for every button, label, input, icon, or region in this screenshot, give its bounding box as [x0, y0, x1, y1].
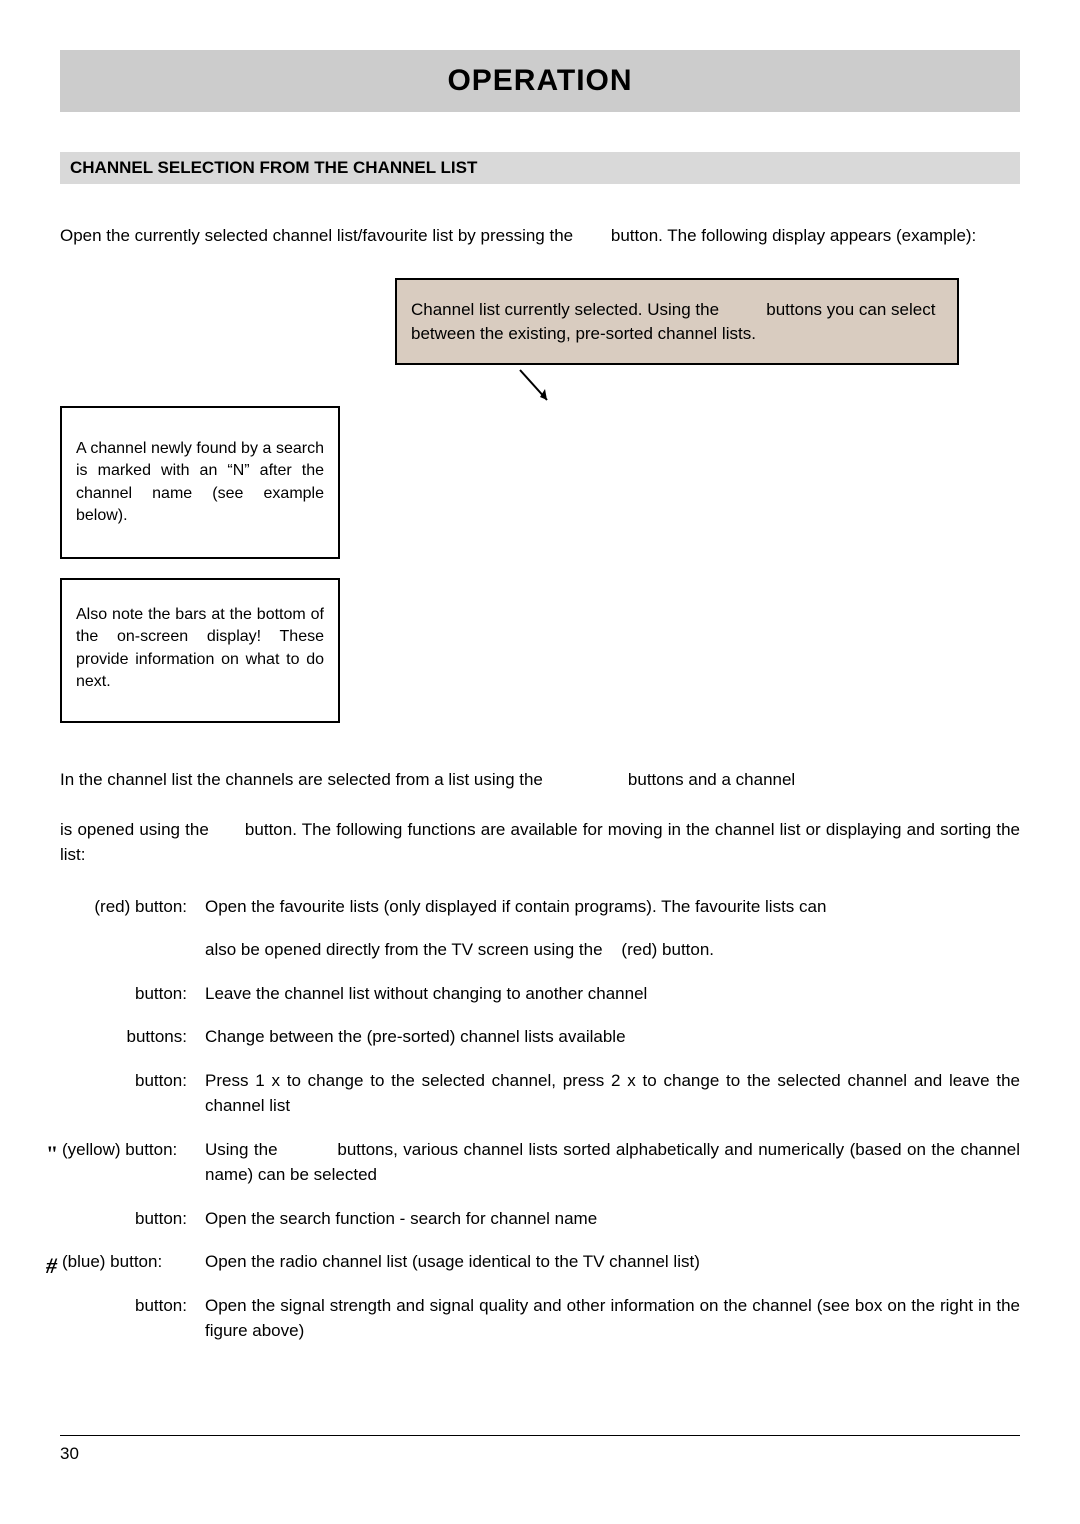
table-row: " (yellow) button: Using the buttons, va…: [60, 1137, 1020, 1188]
func-label-text: (blue) button:: [60, 1252, 162, 1271]
body-paragraph-1: In the channel list the channels are sel…: [60, 768, 1020, 793]
table-row: (red) button: Open the favourite lists (…: [60, 894, 1020, 920]
func-label: buttons:: [60, 1024, 205, 1050]
func-desc: Open the search function - search for ch…: [205, 1206, 1020, 1232]
callout-top: Channel list currently selected. Using t…: [395, 278, 959, 366]
page-footer: 30: [60, 1435, 1020, 1464]
arrow-icon: [512, 362, 562, 412]
page-header: OPERATION: [60, 50, 1020, 112]
func-desc: Leave the channel list without changing …: [205, 981, 1020, 1007]
body-paragraph-2: is opened using the button. The followin…: [60, 818, 1020, 867]
table-row: buttons: Change between the (pre-sorted)…: [60, 1024, 1020, 1050]
section-header: CHANNEL SELECTION FROM THE CHANNEL LIST: [60, 152, 1020, 184]
quote-icon: ": [46, 1137, 58, 1170]
diagram-area: Channel list currently selected. Using t…: [60, 278, 1020, 758]
func-label: button:: [60, 1206, 205, 1232]
func-label: button:: [60, 1068, 205, 1119]
callout-left-1: A channel newly found by a search is mar…: [60, 406, 340, 560]
table-row: button: Press 1 x to change to the selec…: [60, 1068, 1020, 1119]
func-desc: Open the signal strength and signal qual…: [205, 1293, 1020, 1344]
func-desc: Press 1 x to change to the selected chan…: [205, 1068, 1020, 1119]
intro-paragraph: Open the currently selected channel list…: [60, 224, 1020, 248]
func-label: " (yellow) button:: [60, 1137, 205, 1188]
table-row: button: Leave the channel list without c…: [60, 981, 1020, 1007]
page-number: 30: [60, 1444, 79, 1463]
page-title: OPERATION: [60, 64, 1020, 98]
table-row: button: Open the search function - searc…: [60, 1206, 1020, 1232]
hash-icon: #: [46, 1249, 57, 1282]
func-desc: Change between the (pre-sorted) channel …: [205, 1024, 1020, 1050]
func-label: (red) button:: [60, 894, 205, 920]
func-desc: also be opened directly from the TV scre…: [205, 937, 1020, 963]
table-row: also be opened directly from the TV scre…: [60, 937, 1020, 963]
func-desc: Open the favourite lists (only displayed…: [205, 894, 1020, 920]
func-label: [60, 937, 205, 963]
func-label: button:: [60, 1293, 205, 1344]
func-label: # (blue) button:: [60, 1249, 205, 1275]
func-desc: Open the radio channel list (usage ident…: [205, 1249, 1020, 1275]
callout-left-2: Also note the bars at the bottom of the …: [60, 578, 340, 724]
func-label: button:: [60, 981, 205, 1007]
table-row: button: Open the signal strength and sig…: [60, 1293, 1020, 1344]
function-table: (red) button: Open the favourite lists (…: [60, 894, 1020, 1344]
table-row: # (blue) button: Open the radio channel …: [60, 1249, 1020, 1275]
func-label-text: (yellow) button:: [60, 1140, 177, 1159]
func-desc: Using the buttons, various channel lists…: [205, 1137, 1020, 1188]
